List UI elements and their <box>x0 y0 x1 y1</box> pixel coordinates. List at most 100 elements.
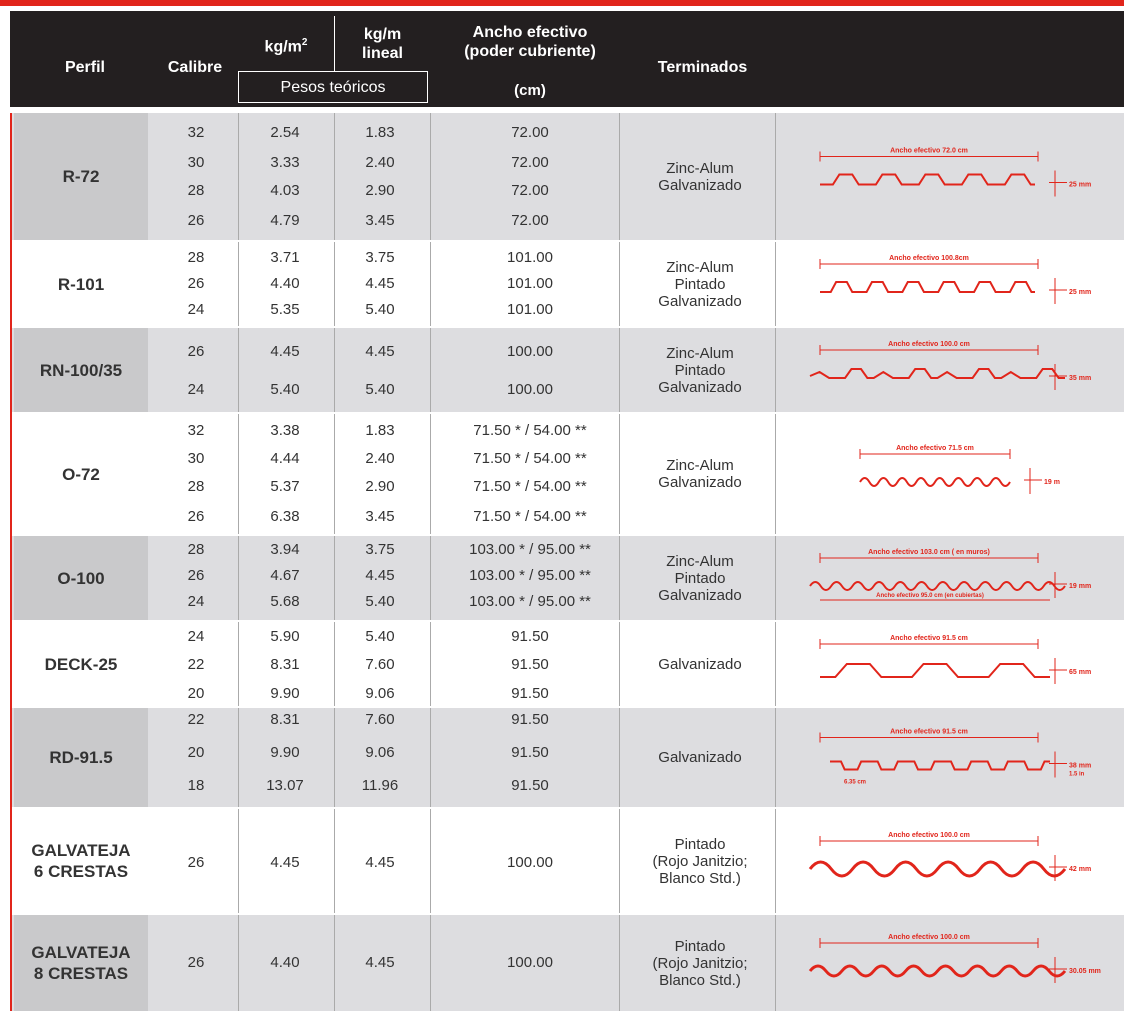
width-label: Ancho efectivo 91.5 cm <box>890 729 968 736</box>
ancho-cell: 71.50 * / 54.00 ** <box>473 508 587 525</box>
calibre-cell: 24 <box>187 381 205 398</box>
kg-m-lineal-cell: 4.45 <box>365 343 395 360</box>
profile-name: O-100 <box>14 536 148 620</box>
terminado-item: Zinc-Alum <box>666 258 734 276</box>
terminado-item: Zinc-Alum <box>666 344 734 362</box>
kg-m2-cell: 13.07 <box>266 777 304 794</box>
calibre-cell: 18 <box>187 777 205 794</box>
column-divider <box>334 915 335 1011</box>
column-divider <box>238 414 239 534</box>
kg-m2-cell: 3.38 <box>270 422 300 439</box>
kg-m2-cell: 9.90 <box>270 744 300 761</box>
profile-group: GALVATEJA 8 CRESTAS 26 4.40 4.45 100.00 Pintad… <box>10 915 1124 1011</box>
table-header: Perfil Calibre kg/m2 kg/m lineal Ancho ef… <box>10 11 1124 107</box>
profile-name-line: O-100 <box>57 568 105 588</box>
profile-diagram-svg: Ancho efectivo 103.0 cm ( en muros) Ancho… <box>809 549 1091 601</box>
column-divider <box>238 242 239 326</box>
calibre-cell: 28 <box>187 182 205 199</box>
profile-group: O-100 28 3.94 3.75 103.00 * / 95.00 ** 26 4.67… <box>10 536 1124 620</box>
kg-m-lineal-cell: 5.40 <box>365 628 395 645</box>
kg-m2-cell: 9.90 <box>270 685 300 702</box>
column-divider <box>334 414 335 534</box>
calibre-cell: 30 <box>187 450 205 467</box>
ancho-cell: 71.50 * / 54.00 ** <box>473 478 587 495</box>
ancho-cell: 91.50 <box>511 685 549 702</box>
header-kg-m2-sup: 2 <box>301 37 308 48</box>
profile-group: O-72 32 3.38 1.83 71.50 * / 54.00 ** 30 4.44 2.… <box>10 414 1124 534</box>
profile-diagram-svg: Ancho efectivo 71.5 cm 19 m <box>859 445 1060 494</box>
ancho-cell: 103.00 * / 95.00 ** <box>469 567 591 584</box>
height-label-2: 1.5 in <box>1069 772 1085 778</box>
calibre-cell: 22 <box>187 656 205 673</box>
column-divider <box>619 414 620 534</box>
profile-name: O-72 <box>14 414 148 534</box>
profile-name: R-101 <box>14 242 148 326</box>
profile-shape <box>808 964 1067 978</box>
terminado-item: Galvanizado <box>658 176 742 194</box>
width-label: Ancho efectivo 100.0 cm <box>888 934 970 941</box>
kg-m-lineal-cell: 11.96 <box>361 777 399 794</box>
calibre-cell: 32 <box>187 422 205 439</box>
kg-m2-cell: 3.33 <box>270 154 300 171</box>
kg-m-lineal-cell: 4.45 <box>365 567 395 584</box>
terminado-item: Pintado <box>674 569 726 587</box>
height-label: 35 mm <box>1069 375 1091 382</box>
profile-diagram: Ancho efectivo 72.0 cm 25 mm <box>780 113 1124 240</box>
calibre-cell: 24 <box>187 301 205 318</box>
profile-shape <box>820 173 1035 186</box>
column-divider <box>775 113 776 240</box>
width-label: Ancho efectivo 100.8cm <box>889 255 969 262</box>
ancho-cell: 72.00 <box>511 212 549 229</box>
kg-m-lineal-cell: 9.06 <box>365 685 395 702</box>
column-divider <box>619 809 620 913</box>
kg-m2-cell: 4.03 <box>270 182 300 199</box>
left-accent-line <box>10 113 12 1011</box>
profile-group: GALVATEJA 6 CRESTAS 26 4.45 4.45 100.00 Pintad… <box>10 809 1124 913</box>
calibre-cell: 24 <box>187 593 205 610</box>
column-divider <box>775 809 776 913</box>
terminados-cell: Pintado (Rojo Janitzio; Blanco Std.) <box>620 915 780 1011</box>
kg-m2-cell: 5.68 <box>270 593 300 610</box>
profile-diagram-svg: Ancho efectivo 100.0 cm 42 mm <box>808 832 1091 881</box>
column-divider <box>775 536 776 620</box>
column-divider <box>619 242 620 326</box>
column-divider <box>238 328 239 412</box>
profile-diagram-svg: Ancho efectivo 100.8cm 25 mm <box>819 255 1091 304</box>
ancho-cell: 91.50 <box>511 711 549 728</box>
profile-diagram: Ancho efectivo 71.5 cm 19 m <box>780 414 1124 534</box>
kg-m2-cell: 4.40 <box>270 275 300 292</box>
header-kg-m-lineal: kg/m lineal <box>335 25 430 63</box>
calibre-cell: 26 <box>187 954 205 971</box>
profile-diagram-svg: Ancho efectivo 91.5 cm 65 mm <box>819 635 1091 684</box>
column-divider <box>238 708 239 807</box>
height-label: 19 m <box>1044 479 1060 486</box>
column-divider <box>775 328 776 412</box>
height-label: 19 mm <box>1069 583 1091 590</box>
column-divider <box>430 622 431 706</box>
kg-m-lineal-cell: 2.40 <box>365 450 395 467</box>
ancho-cell: 100.00 <box>507 381 553 398</box>
width-label: Ancho efectivo 91.5 cm <box>890 635 968 642</box>
ancho-cell: 101.00 <box>507 301 553 318</box>
terminados-cell: Galvanizado <box>620 708 780 807</box>
column-divider <box>619 536 620 620</box>
kg-m2-cell: 4.45 <box>270 343 300 360</box>
profile-name-line: R-101 <box>57 274 105 294</box>
terminado-item: Zinc-Alum <box>666 552 734 570</box>
profile-shape <box>830 760 1050 771</box>
profile-name-line: RD-91.5 <box>49 748 113 767</box>
profile-name-line: 8 CRESTAS <box>33 964 129 983</box>
ancho-cell: 103.00 * / 95.00 ** <box>469 541 591 558</box>
profile-diagram-svg: Ancho efectivo 100.0 cm 35 mm <box>809 341 1091 390</box>
profile-diagram: Ancho efectivo 100.0 cm 30.05 mm <box>780 915 1124 1011</box>
column-divider <box>430 809 431 913</box>
profile-group: R-101 28 3.71 3.75 101.00 26 4.40 4.45 101.00 24 5… <box>10 242 1124 326</box>
width-label: Ancho efectivo 100.0 cm <box>888 341 970 348</box>
kg-m-lineal-cell: 4.45 <box>365 954 395 971</box>
ancho-cell: 91.50 <box>511 777 549 794</box>
height-label: 25 mm <box>1069 289 1091 296</box>
kg-m2-cell: 2.54 <box>270 124 300 141</box>
column-divider <box>430 414 431 534</box>
header-kg-m-lineal-line1: kg/m <box>363 26 402 43</box>
header-kg-m2-text: kg/m <box>264 38 302 56</box>
